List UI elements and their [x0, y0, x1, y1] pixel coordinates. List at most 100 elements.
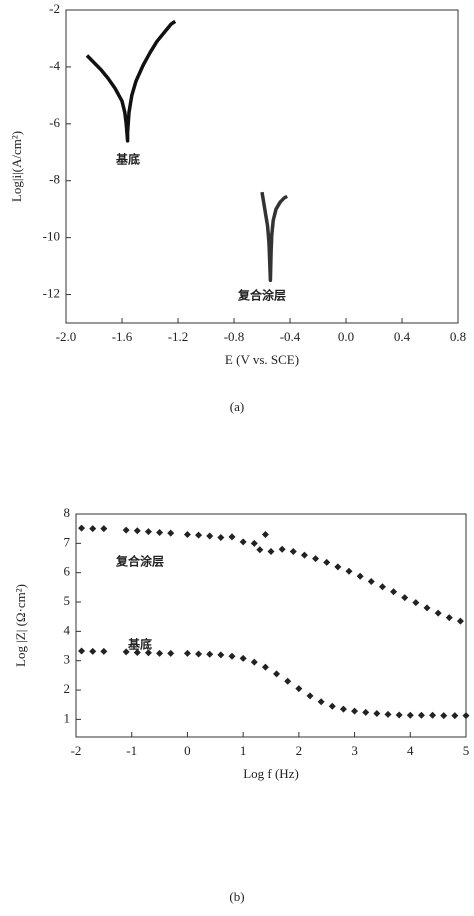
point — [412, 599, 420, 607]
point — [406, 711, 414, 719]
x-tick-label: 0 — [184, 743, 191, 758]
point — [195, 531, 203, 539]
series-label: 复合涂层 — [115, 554, 164, 569]
plot-frame — [65, 9, 459, 324]
point — [334, 563, 342, 571]
x-tick-label: -1.2 — [168, 329, 189, 344]
x-tick-label: 1 — [240, 743, 247, 758]
point — [339, 705, 347, 713]
point — [462, 712, 470, 720]
y-tick-label: -4 — [49, 58, 60, 73]
point — [144, 649, 152, 657]
y-tick-label: 2 — [64, 681, 71, 696]
point — [345, 567, 353, 575]
x-tick-label: 5 — [463, 743, 470, 758]
point — [373, 710, 381, 718]
y-tick-label: -8 — [49, 172, 60, 187]
series-label: 复合涂层 — [237, 288, 286, 303]
x-tick-label: -1 — [126, 743, 137, 758]
point — [100, 647, 108, 655]
point — [206, 532, 214, 540]
x-axis-label: Log f (Hz) — [243, 766, 299, 781]
point — [367, 577, 375, 585]
point — [217, 651, 225, 659]
point — [423, 604, 431, 612]
y-tick-label: -10 — [43, 229, 60, 244]
point — [300, 551, 308, 559]
point — [78, 524, 86, 532]
point — [206, 650, 214, 658]
point — [195, 650, 203, 658]
point — [456, 617, 464, 625]
point — [445, 614, 453, 622]
caption: (a) — [230, 399, 244, 414]
point — [390, 588, 398, 596]
point — [378, 583, 386, 591]
point — [395, 711, 403, 719]
point — [122, 526, 130, 534]
point — [273, 670, 281, 678]
point — [239, 538, 247, 546]
point — [89, 525, 97, 533]
point — [284, 677, 292, 685]
point — [156, 649, 164, 657]
point — [261, 663, 269, 671]
x-tick-label: 3 — [351, 743, 358, 758]
x-tick-label: -1.6 — [112, 329, 133, 344]
y-tick-label: 1 — [64, 710, 71, 725]
point — [89, 647, 97, 655]
point — [323, 558, 331, 566]
plot-frame — [75, 513, 467, 738]
y-tick-label: 5 — [64, 593, 71, 608]
point — [401, 594, 409, 602]
curve — [85, 19, 177, 143]
point — [267, 548, 275, 556]
x-tick-label: 0.0 — [338, 329, 354, 344]
point — [312, 555, 320, 563]
series-label: 基底 — [115, 152, 140, 167]
x-tick-label: -2.0 — [56, 329, 77, 344]
y-tick-label: 3 — [64, 652, 71, 667]
curve — [260, 191, 288, 283]
point — [78, 647, 86, 655]
point — [278, 545, 286, 553]
x-tick-label: 2 — [296, 743, 303, 758]
y-axis-label: Log|i|(A/cm²) — [9, 131, 24, 202]
x-tick-label: 0.8 — [450, 329, 466, 344]
x-tick-label: -0.4 — [280, 329, 301, 344]
point — [356, 572, 364, 580]
point — [133, 648, 141, 656]
y-tick-label: -12 — [43, 286, 60, 301]
point — [451, 712, 459, 720]
point — [362, 708, 370, 716]
point — [100, 525, 108, 533]
point — [351, 707, 359, 715]
y-tick-label: 4 — [64, 622, 71, 637]
caption: (b) — [229, 889, 244, 904]
point — [122, 648, 130, 656]
point — [228, 652, 236, 660]
point — [289, 548, 297, 556]
point — [256, 546, 264, 554]
point — [167, 529, 175, 537]
point — [250, 658, 258, 666]
point — [295, 685, 303, 693]
point — [217, 533, 225, 541]
point — [167, 649, 175, 657]
point — [440, 712, 448, 720]
series-label: 基底 — [127, 637, 152, 652]
x-tick-label: -2 — [71, 743, 82, 758]
point — [261, 531, 269, 539]
point — [250, 539, 258, 547]
y-tick-label: 6 — [64, 564, 71, 579]
point — [239, 654, 247, 662]
point — [317, 698, 325, 706]
point — [306, 692, 314, 700]
x-tick-label: -0.8 — [224, 329, 245, 344]
point — [133, 527, 141, 535]
x-tick-label: 0.4 — [394, 329, 411, 344]
point — [328, 702, 336, 710]
x-tick-label: 4 — [407, 743, 414, 758]
point — [144, 528, 152, 536]
